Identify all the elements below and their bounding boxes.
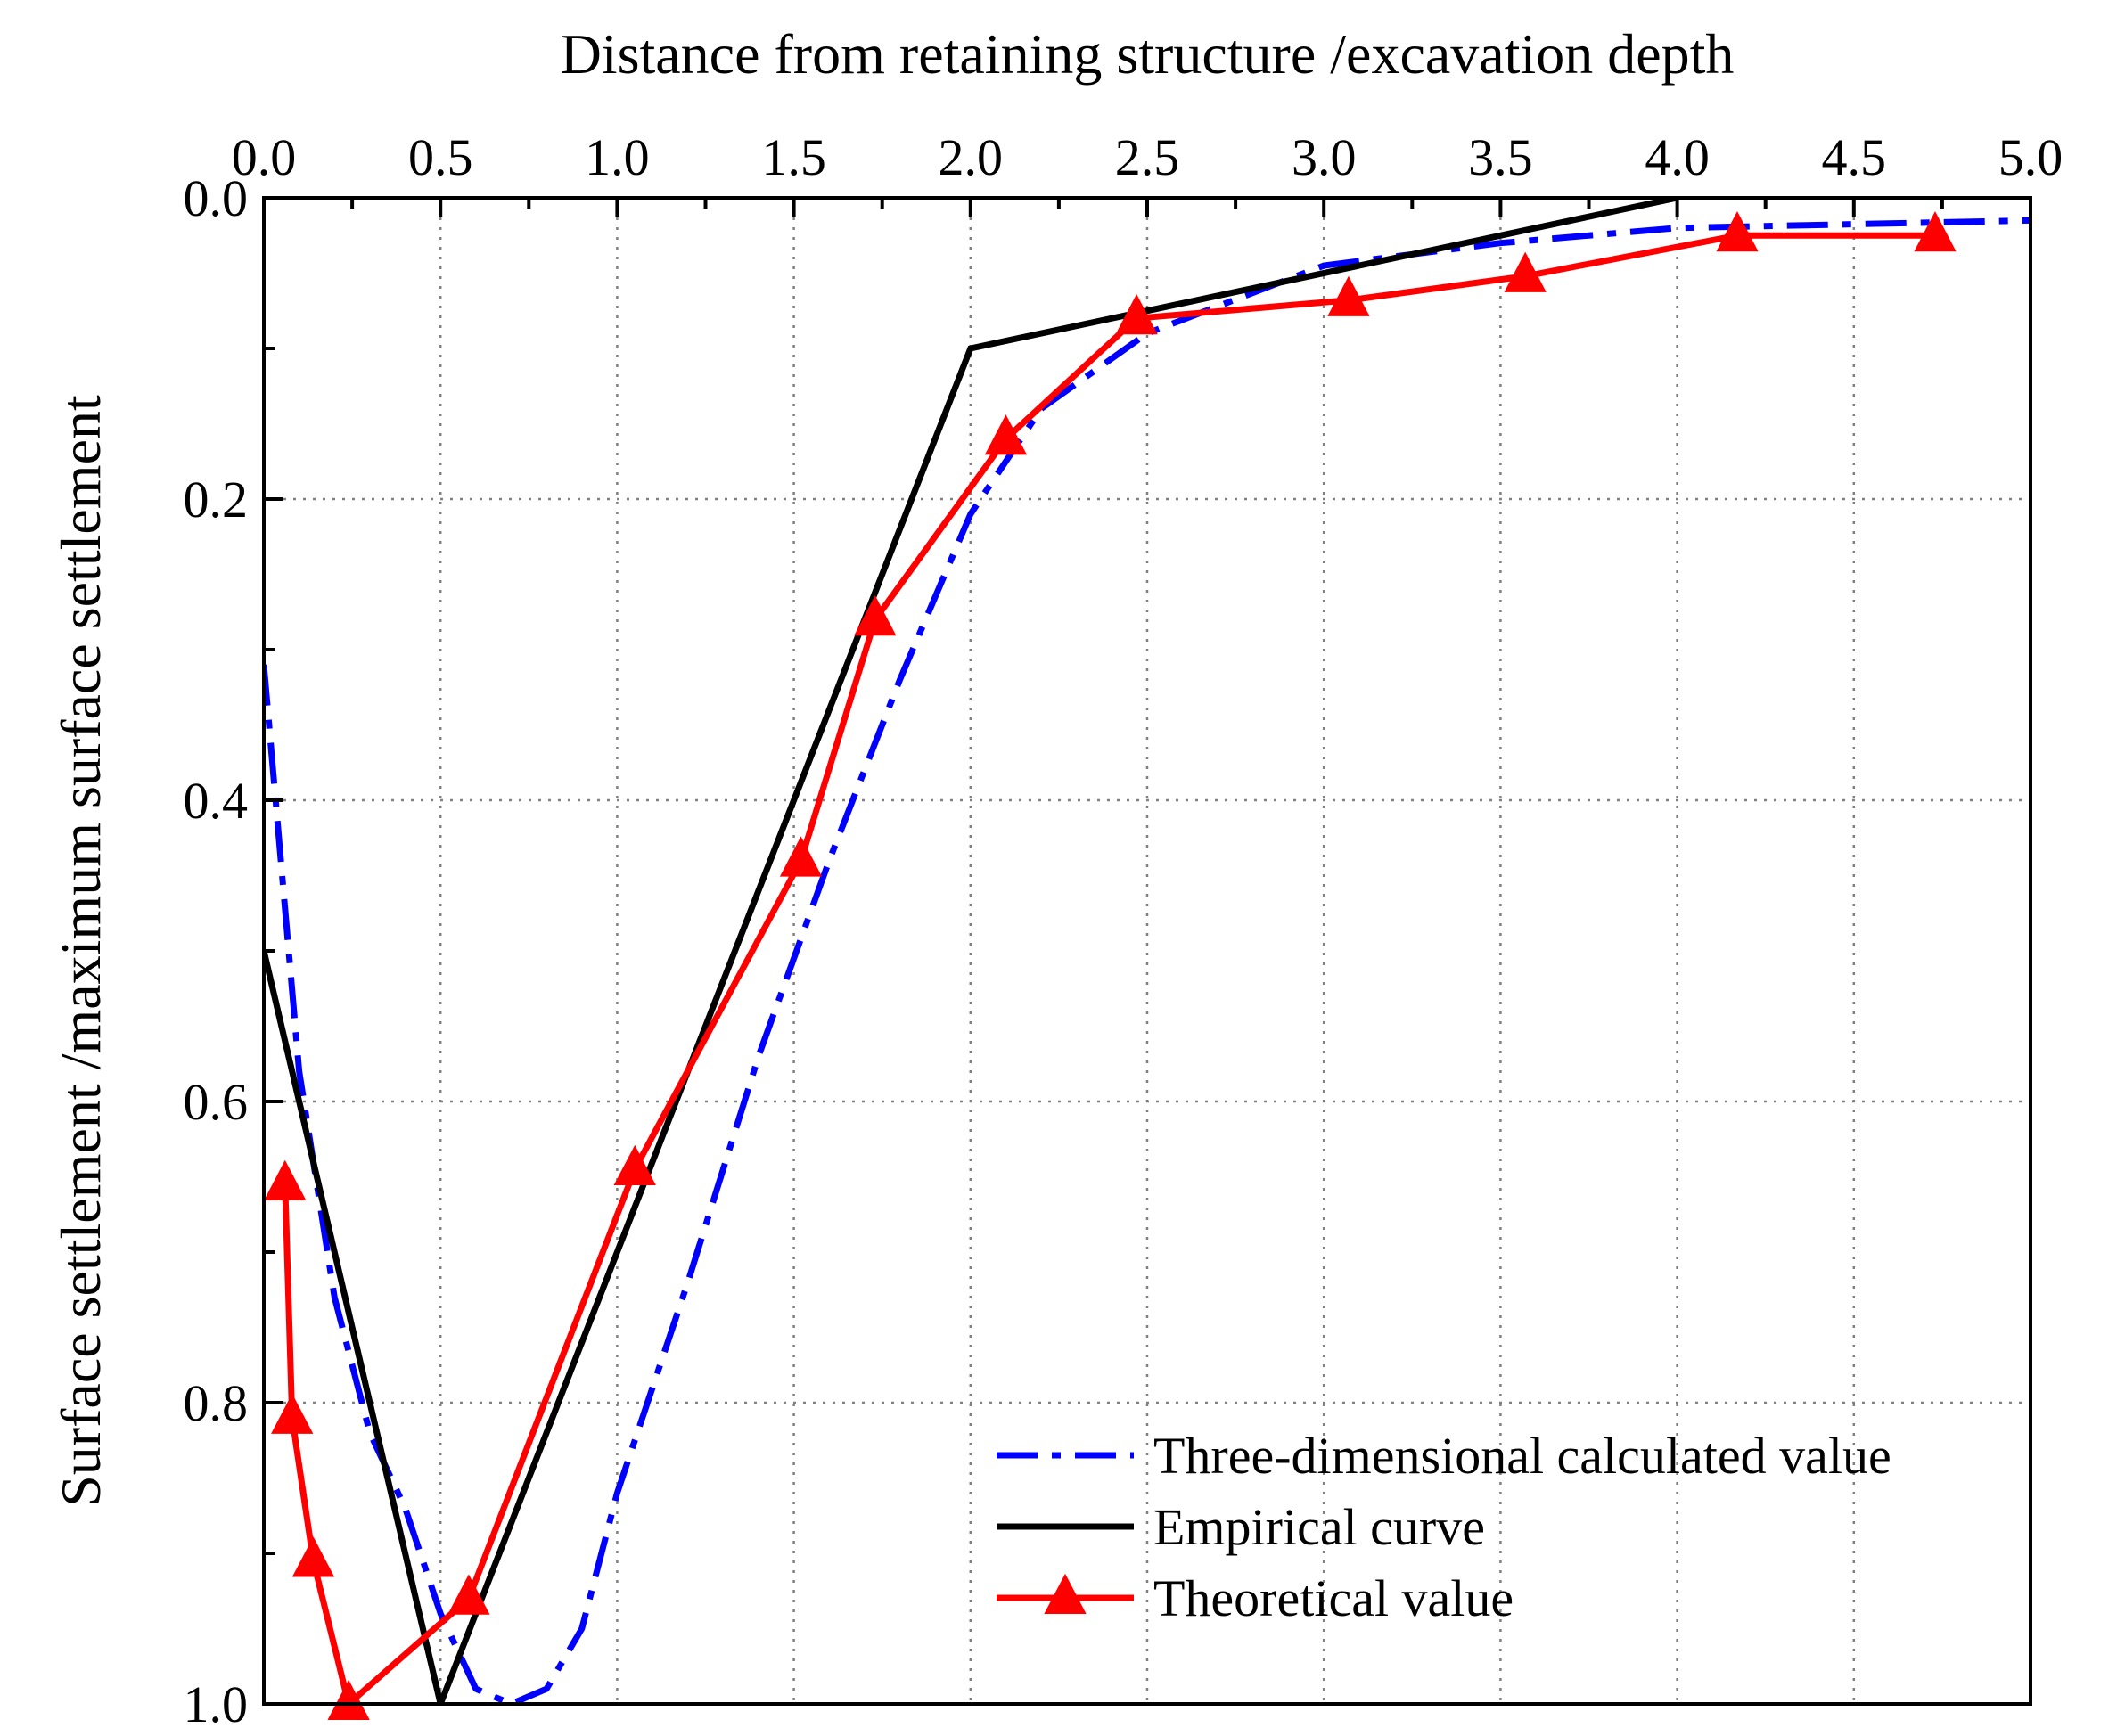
data-point: [291, 1536, 335, 1577]
series-line: [282, 232, 1935, 1704]
legend: Three-dimensional calculated value Empiri…: [997, 1427, 1891, 1627]
y-tick-label: 0.4: [184, 772, 249, 830]
y-axis-tick-labels: 0.0 0.2 0.4 0.6 0.8 1.0: [184, 169, 249, 1733]
series-2: [282, 232, 1935, 1704]
series-markers: [264, 210, 1957, 1721]
y-axis-title: Surface settlement /maximum surface sett…: [49, 395, 112, 1507]
data-point: [613, 1144, 656, 1186]
y-tick-label: 0.6: [184, 1073, 249, 1131]
data-point: [271, 1393, 314, 1434]
x-tick-label: 2.5: [1115, 128, 1180, 186]
data-point: [1504, 251, 1547, 292]
data-point: [984, 414, 1028, 455]
x-tick-label: 5.0: [1998, 128, 2063, 186]
axis-ticks: [262, 196, 2032, 1706]
x-axis-title: Distance from retaining structure /excav…: [561, 22, 1735, 86]
y-tick-label: 1.0: [184, 1675, 249, 1733]
data-point: [264, 1159, 307, 1200]
x-tick-label: 3.0: [1292, 128, 1357, 186]
legend-label: Empirical curve: [1153, 1498, 1485, 1556]
legend-label: Theoretical value: [1153, 1569, 1514, 1627]
y-tick-label: 0.0: [184, 169, 249, 227]
data-point: [779, 836, 823, 877]
data-point: [1327, 275, 1370, 316]
series-layer: [264, 198, 2031, 1721]
x-tick-label: 4.5: [1822, 128, 1887, 186]
y-tick-label: 0.8: [184, 1374, 249, 1432]
x-axis-tick-labels: 0.0 0.5 1.0 1.5 2.0 2.5 3.0 3.5 4.0 4.5 5.0: [232, 128, 2063, 186]
x-tick-label: 0.5: [408, 128, 473, 186]
data-point: [1914, 210, 1957, 252]
data-point: [854, 594, 897, 636]
data-point: [447, 1574, 490, 1615]
x-tick-label: 4.0: [1645, 128, 1710, 186]
series-line: [264, 198, 1678, 1704]
data-point: [1716, 210, 1759, 252]
x-tick-label: 2.0: [939, 128, 1004, 186]
x-tick-label: 1.0: [585, 128, 650, 186]
legend-label: Three-dimensional calculated value: [1153, 1427, 1891, 1485]
series-1: [264, 198, 1678, 1704]
data-point: [327, 1679, 370, 1721]
data-point: [1115, 293, 1158, 335]
y-tick-label: 0.2: [184, 471, 249, 528]
x-tick-label: 3.5: [1468, 128, 1533, 186]
x-tick-label: 0.0: [232, 128, 297, 186]
legend-marker: [1044, 1573, 1087, 1615]
x-tick-label: 1.5: [761, 128, 826, 186]
